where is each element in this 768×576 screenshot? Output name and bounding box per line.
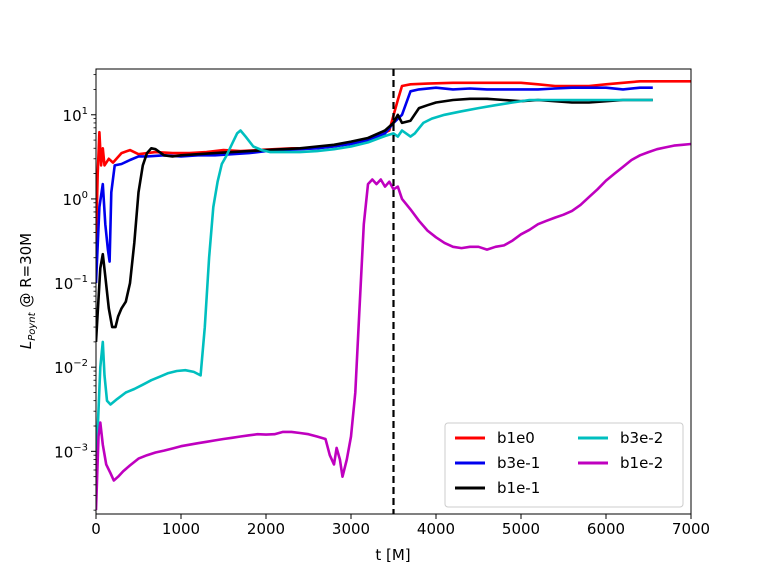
y-axis-label: LPoynt @ R=30M — [17, 233, 38, 349]
legend: b1e0 b3e-1 b1e-1 b3e-2 b1e-2 — [444, 422, 684, 508]
series-line-b1e-1 — [96, 97, 653, 342]
y-axis-minor-ticks — [93, 74, 96, 511]
x-tick-label: 0 — [91, 520, 101, 538]
legend-label-b1e0: b1e0 — [497, 429, 535, 447]
y-tick-label: 10−2 — [54, 358, 88, 377]
y-axis-label-suffix: @ R=30M — [17, 233, 35, 313]
legend-label-b1e-2: b1e-2 — [620, 454, 663, 472]
legend-label-b3e-2: b3e-2 — [620, 429, 663, 447]
x-tick-label: 4000 — [417, 520, 455, 538]
y-axis-ticks: 10−3 10−2 10−1 100 101 — [54, 106, 96, 461]
series-line-b3e-2 — [96, 98, 653, 471]
series-line-b3e-1 — [96, 86, 653, 284]
y-axis-label-subscript: Poynt — [27, 311, 38, 340]
x-tick-label: 6000 — [587, 520, 625, 538]
series-layer — [96, 80, 691, 511]
x-tick-label: 7000 — [672, 520, 710, 538]
x-tick-label: 2000 — [247, 520, 285, 538]
y-tick-label: 10−1 — [54, 274, 88, 293]
y-tick-label: 101 — [63, 106, 88, 125]
series-line-b1e-2 — [96, 142, 691, 511]
legend-label-b1e-1: b1e-1 — [497, 479, 540, 497]
legend-frame — [444, 422, 684, 508]
x-tick-label: 3000 — [332, 520, 370, 538]
y-tick-label: 100 — [63, 190, 88, 209]
y-tick-label: 10−3 — [54, 442, 88, 461]
x-axis-ticks: 0 1000 2000 3000 4000 5000 6000 7000 — [91, 514, 710, 538]
x-axis-label: t [M] — [375, 546, 410, 564]
x-tick-label: 1000 — [162, 520, 200, 538]
legend-label-b3e-1: b3e-1 — [497, 454, 540, 472]
x-tick-label: 5000 — [502, 520, 540, 538]
y-axis-label-main: L — [17, 341, 35, 349]
